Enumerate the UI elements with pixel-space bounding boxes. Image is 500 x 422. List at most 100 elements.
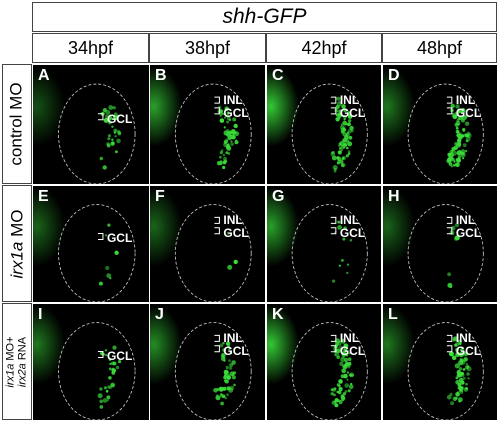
gcl-label: GCL xyxy=(339,225,366,240)
layer-bracket xyxy=(446,345,453,353)
eye-image xyxy=(150,304,252,420)
inl-label: INL xyxy=(339,92,360,107)
row-label-rescue: irx1a MO+ irx2a RNA xyxy=(2,303,32,420)
panel-g: G INL GCL xyxy=(267,186,381,302)
eye-image xyxy=(33,186,136,302)
column-label: 34hpf xyxy=(67,37,114,58)
layer-bracket xyxy=(446,334,453,342)
forebrain-glow xyxy=(150,304,182,385)
layer-bracket xyxy=(214,107,220,115)
eye-outline xyxy=(174,83,252,184)
panel-letter: E xyxy=(38,188,49,205)
eye-image xyxy=(150,66,252,184)
forebrain-glow xyxy=(150,66,182,147)
inl-label: INL xyxy=(223,92,243,107)
layer-bracket xyxy=(330,216,337,224)
gfp-cells xyxy=(446,103,472,168)
column-header-1: 34hpf xyxy=(32,33,149,63)
eye-outline xyxy=(291,83,368,184)
layer-bracket xyxy=(214,96,220,104)
forebrain-glow xyxy=(33,186,65,267)
row-label-text: irx1a MO xyxy=(7,209,27,278)
layer-bracket xyxy=(446,216,453,224)
gcl-label: GCL xyxy=(223,225,249,240)
eye-image xyxy=(267,186,368,302)
panel-b: B INL GCL xyxy=(150,65,265,184)
layer-labels: INL GCL xyxy=(456,213,481,240)
column-label: 38hpf xyxy=(184,37,231,58)
eye-outline xyxy=(407,83,484,184)
gcl-label: GCL xyxy=(223,343,249,358)
row-label-suffix-1: MO+ xyxy=(5,335,18,364)
inl-label: INL xyxy=(455,330,476,345)
forebrain-glow xyxy=(267,66,299,147)
row-label-suffix-2: RNA xyxy=(17,336,30,363)
inl-label: INL xyxy=(455,92,476,107)
layer-bracket xyxy=(330,227,337,235)
gfp-cells xyxy=(99,105,122,170)
gcl-label: GCL xyxy=(106,349,133,364)
row-label-text: control MO xyxy=(7,82,27,166)
forebrain-glow xyxy=(150,186,182,267)
eye-image xyxy=(267,66,368,184)
layer-labels: GCL xyxy=(106,111,133,126)
eye-outline xyxy=(291,322,368,420)
gcl-label: GCL xyxy=(339,343,366,358)
eye-image xyxy=(383,186,484,302)
gfp-cells xyxy=(447,223,460,288)
panel-letter: B xyxy=(155,67,167,84)
gfp-cells xyxy=(226,231,238,270)
forebrain-glow xyxy=(383,186,415,267)
row-label-control: control MO xyxy=(2,64,32,184)
layer-labels: INL GCL xyxy=(223,212,249,240)
forebrain-glow xyxy=(33,304,65,385)
column-header-2: 38hpf xyxy=(149,33,266,63)
gcl-label: GCL xyxy=(339,105,366,120)
panel-letter: H xyxy=(388,188,400,205)
row-label-suffix: MO xyxy=(7,209,26,242)
layer-bracket xyxy=(446,107,453,115)
layer-bracket xyxy=(97,113,104,121)
layer-bracket xyxy=(97,233,104,241)
layer-bracket xyxy=(446,96,453,104)
layer-bracket xyxy=(446,227,453,235)
layer-labels: GCL xyxy=(107,350,132,363)
figure-title: shh-GFP xyxy=(32,2,497,32)
eye-outline xyxy=(407,204,484,302)
eye-outline xyxy=(174,322,252,420)
gcl-label: GCL xyxy=(455,105,482,120)
panel-f: F INL GCL xyxy=(150,186,265,302)
eye-image xyxy=(383,66,484,184)
gfp-cells xyxy=(446,336,472,406)
gfp-cells xyxy=(330,96,354,173)
panel-letter: J xyxy=(155,306,164,323)
layer-labels: GCL xyxy=(107,232,132,245)
gfp-cells xyxy=(98,223,119,286)
panel-letter: L xyxy=(388,306,398,323)
eye-outline xyxy=(174,204,252,302)
eye-outline xyxy=(58,204,136,302)
panel-letter: A xyxy=(38,67,50,84)
layer-bracket xyxy=(330,107,337,115)
forebrain-glow xyxy=(33,66,65,147)
inl-label: INL xyxy=(339,330,360,345)
layer-labels: INL GCL xyxy=(339,92,366,120)
inl-label: INL xyxy=(223,330,243,345)
row-label-irx1a-mo: irx1a MO xyxy=(2,185,32,302)
gfp-cells xyxy=(213,341,237,406)
gene-name-1: irx1a xyxy=(5,363,18,388)
layer-labels: INL GCL xyxy=(223,92,248,120)
layer-bracket xyxy=(214,345,220,353)
layer-labels: INL GCL xyxy=(223,330,249,358)
column-label: 48hpf xyxy=(416,37,463,58)
forebrain-glow xyxy=(267,186,299,267)
gene-name: irx1a xyxy=(7,241,26,278)
layer-labels: INL GCL xyxy=(339,213,366,240)
panel-j: J INL GCL xyxy=(150,304,265,420)
gcl-label: GCL xyxy=(106,111,133,126)
gene-name-2: irx2a xyxy=(17,362,30,387)
column-header-3: 42hpf xyxy=(266,33,382,63)
eye-outline xyxy=(58,83,136,184)
row-label-text: irx1a MO+ irx2a RNA xyxy=(5,336,29,387)
inl-label: INL xyxy=(223,212,243,227)
